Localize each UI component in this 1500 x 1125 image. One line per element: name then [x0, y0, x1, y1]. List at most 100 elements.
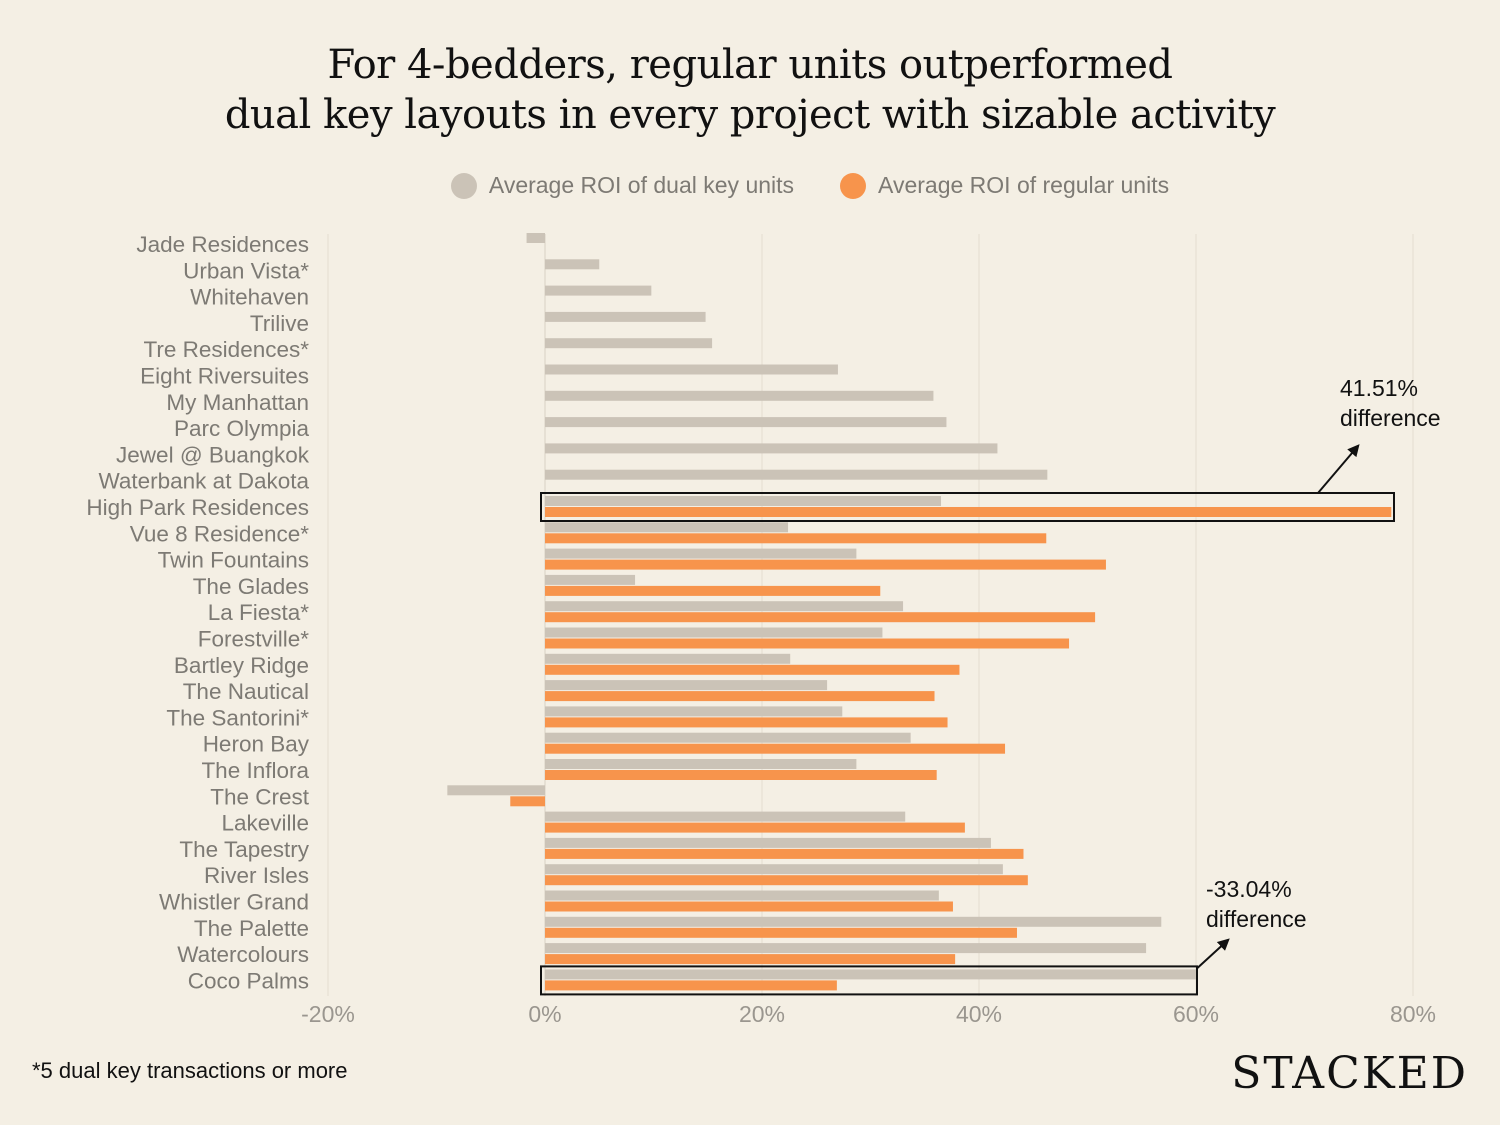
bar-dual	[545, 943, 1147, 954]
bar-regular	[545, 717, 948, 728]
category-label: Lakeville	[221, 811, 309, 836]
category-label: The Inflora	[201, 758, 309, 783]
bar-regular	[510, 796, 545, 807]
bar-dual	[545, 837, 991, 848]
bar-regular	[545, 585, 881, 596]
bar-dual	[545, 890, 939, 901]
bar-dual	[545, 311, 706, 322]
legend-label-regular: Average ROI of regular units	[878, 172, 1170, 198]
category-label: The Palette	[194, 916, 309, 941]
category-label: Twin Fountains	[158, 548, 309, 573]
bar-dual	[545, 864, 1003, 875]
bar-dual	[545, 969, 1196, 980]
category-label: Coco Palms	[188, 968, 309, 993]
category-label: La Fiesta*	[208, 600, 310, 625]
category-label: Bartley Ridge	[174, 653, 309, 678]
annotation-text: difference	[1206, 906, 1307, 932]
x-tick-label: 80%	[1390, 1001, 1436, 1027]
category-label: My Manhattan	[166, 390, 309, 415]
legend: Average ROI of dual key units Average RO…	[0, 172, 1500, 199]
legend-label-dual: Average ROI of dual key units	[488, 172, 795, 198]
bar-regular	[545, 691, 935, 702]
bar-dual	[545, 522, 789, 533]
category-label: Tre Residences*	[144, 337, 310, 362]
legend-item-dual: Average ROI of dual key units	[450, 172, 795, 199]
bar-dual	[545, 443, 998, 454]
category-label: Waterbank at Dakota	[98, 469, 309, 494]
bar-dual	[545, 259, 600, 270]
category-label: The Crest	[210, 784, 310, 809]
title-line-2: dual key layouts in every project with s…	[224, 92, 1276, 138]
bar-dual	[545, 759, 857, 769]
category-label: The Nautical	[183, 679, 309, 704]
category-label: Forestville*	[198, 627, 310, 652]
category-label: The Glades	[193, 574, 309, 599]
bar-dual	[545, 811, 906, 822]
category-label: Jewel @ Buangkok	[116, 442, 310, 467]
legend-swatch-dual	[450, 172, 477, 199]
bars	[447, 233, 1392, 991]
bar-regular	[545, 638, 1070, 649]
bar-regular	[545, 901, 953, 912]
bar-regular	[545, 743, 1006, 754]
annotation-text: difference	[1340, 405, 1441, 431]
bar-dual	[545, 916, 1162, 927]
category-label: Heron Bay	[203, 732, 310, 757]
category-label: The Santorini*	[166, 705, 309, 730]
category-label: Eight Riversuites	[140, 364, 309, 389]
category-label: Vue 8 Residence*	[130, 521, 310, 546]
category-label: The Tapestry	[179, 837, 309, 862]
bar-dual	[545, 390, 934, 401]
chart-title: For 4-bedders, regular units outperforme…	[0, 40, 1500, 140]
annotation-value: -33.04%	[1206, 876, 1292, 902]
bar-dual	[545, 469, 1048, 480]
highlight-box	[540, 492, 1395, 522]
bar-regular	[545, 875, 1028, 886]
bar-regular	[545, 559, 1106, 570]
bar-regular	[545, 533, 1047, 544]
bar-dual	[545, 417, 947, 428]
annotation-arrow	[1317, 444, 1360, 494]
bar-dual	[545, 706, 843, 717]
bar-regular	[545, 612, 1096, 623]
bar-regular	[545, 770, 937, 780]
bar-dual	[545, 496, 942, 506]
bar-regular	[545, 927, 1017, 938]
bar-dual	[545, 601, 904, 612]
title-line-1: For 4-bedders, regular units outperforme…	[327, 42, 1174, 88]
bar-dual	[545, 574, 636, 585]
category-label: High Park Residences	[86, 495, 309, 520]
x-tick-label: 0%	[528, 1001, 561, 1027]
legend-swatch-regular	[840, 172, 867, 199]
bar-regular	[545, 980, 837, 991]
bar-dual	[545, 653, 791, 664]
category-label: Jade Residences	[136, 232, 309, 257]
x-tick-label: 40%	[956, 1001, 1002, 1027]
bar-dual	[545, 548, 857, 559]
category-label: River Isles	[204, 863, 309, 888]
bar-regular	[545, 954, 956, 965]
category-label: Urban Vista*	[183, 258, 309, 283]
bar-dual	[545, 627, 883, 638]
bar-dual	[447, 785, 545, 796]
highlight-box	[540, 965, 1198, 996]
bar-regular	[545, 848, 1024, 859]
annotation-value: 41.51%	[1340, 375, 1418, 401]
x-tick-label: 60%	[1173, 1001, 1219, 1027]
bar-dual	[545, 680, 828, 691]
footnote: *5 dual key transactions or more	[32, 1058, 348, 1083]
legend-item-regular: Average ROI of regular units	[840, 172, 1169, 199]
bar-regular	[545, 507, 1392, 517]
x-tick-label: -20%	[301, 1001, 355, 1027]
category-label: Trilive	[250, 311, 309, 336]
x-tick-label: 20%	[739, 1001, 785, 1027]
bar-dual	[545, 732, 911, 743]
bar-regular	[545, 664, 960, 675]
x-axis-ticks: -20% 0% 20% 40% 60% 80%	[301, 1001, 1436, 1027]
category-label: Whitehaven	[190, 285, 309, 310]
category-label: Whistler Grand	[159, 890, 309, 915]
bar-dual	[545, 338, 713, 349]
category-label: Parc Olympia	[174, 416, 310, 441]
